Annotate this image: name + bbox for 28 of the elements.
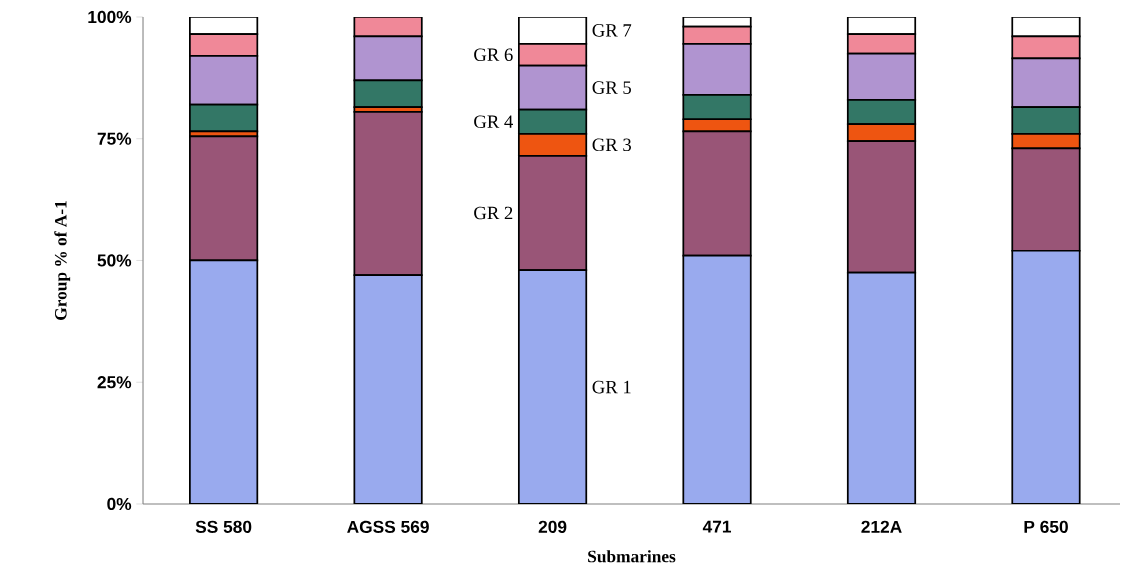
bar: [682, 254, 752, 504]
bar: [353, 16, 423, 38]
series-label: GR 4: [474, 115, 514, 128]
bar: [353, 274, 423, 504]
x-axis-title: Submarines: [588, 550, 676, 563]
series-label: GR 5: [592, 81, 631, 94]
y-tick-label: 50%: [97, 254, 132, 267]
series-label: GR 7: [592, 24, 632, 37]
x-tick-label: AGSS 569: [347, 520, 429, 533]
series-label: GR 1: [592, 380, 631, 394]
x-tick-label: SS 580: [195, 520, 252, 533]
bar: [1011, 35, 1081, 60]
series-label: GR 2: [474, 206, 513, 220]
y-tick-label: 75%: [97, 132, 132, 145]
bar: [517, 269, 588, 504]
y-axis-title: Group % of A-1: [54, 201, 71, 320]
y-tick-label: 100%: [88, 10, 132, 24]
series-label: GR 3: [592, 138, 631, 152]
bar: [1011, 249, 1081, 504]
bar: [846, 271, 917, 504]
x-tick-label: 471: [702, 520, 732, 533]
bar: [189, 259, 259, 504]
x-tick-label: P 650: [1024, 520, 1068, 533]
y-tick-label: 25%: [97, 376, 132, 389]
series-label: GR 6: [474, 48, 513, 62]
x-tick-label: 209: [538, 520, 567, 533]
x-tick-label: 212A: [861, 520, 902, 533]
y-tick-label: 0%: [107, 497, 132, 511]
